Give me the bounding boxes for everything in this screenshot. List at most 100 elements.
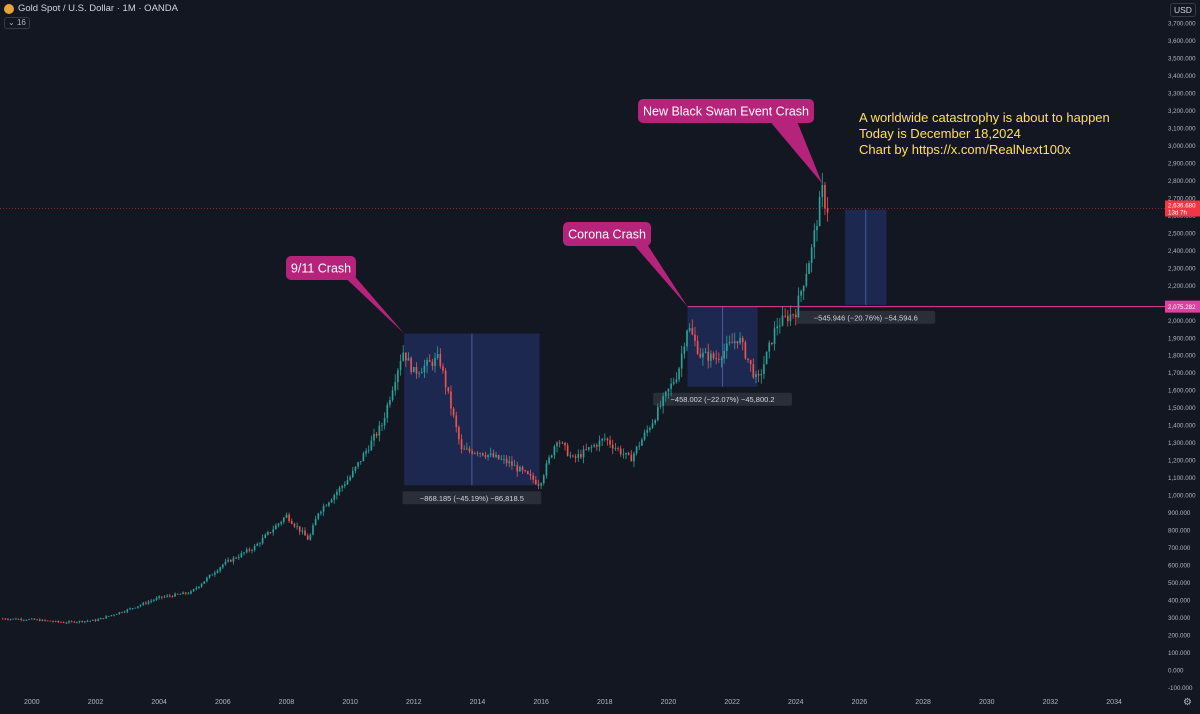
- symbol-header[interactable]: Gold Spot / U.S. Dollar · 1M · OANDA: [4, 3, 178, 14]
- callout-box[interactable]: [638, 99, 814, 123]
- candle-body: [553, 446, 556, 456]
- y-tick-label: 1,000.000: [1168, 493, 1196, 500]
- candle-body: [670, 383, 672, 389]
- y-tick-label: 200.000: [1168, 632, 1191, 639]
- candle-body: [492, 453, 495, 457]
- callout-box[interactable]: [286, 256, 356, 280]
- callout-pointer: [335, 268, 405, 334]
- candle-body: [70, 621, 73, 623]
- candle-body: [251, 550, 253, 551]
- candle-body: [219, 567, 221, 571]
- candle-body: [52, 621, 54, 623]
- candle-body: [718, 359, 720, 360]
- candle-body: [569, 455, 572, 457]
- candle-body: [129, 608, 131, 610]
- candles-group: [1, 172, 829, 625]
- x-tick-label: 2032: [1043, 699, 1059, 706]
- candle-body: [389, 399, 391, 405]
- candle-body: [153, 599, 155, 601]
- candle-body: [659, 406, 662, 407]
- candle-body: [667, 388, 670, 392]
- annotation-line-3: Chart by https://x.com/RealNext100x: [859, 142, 1071, 157]
- y-tick-label: 1,500.000: [1168, 405, 1196, 412]
- candle-body: [415, 367, 418, 374]
- chart-plot-area[interactable]: −868.185 (−45.19%) −86,818.5 −458.002 (−2…: [0, 0, 1165, 692]
- x-tick-label: 2020: [661, 699, 677, 706]
- y-tick-label: 1,200.000: [1168, 458, 1196, 465]
- candle-body: [694, 334, 696, 341]
- candle-body: [431, 361, 434, 366]
- y-tick-label: 3,000.000: [1168, 143, 1196, 150]
- candle-body: [232, 557, 235, 562]
- candle-body: [696, 340, 699, 354]
- candle-body: [94, 619, 97, 621]
- candle-body: [325, 505, 328, 507]
- candle-body: [784, 315, 786, 317]
- callout-box[interactable]: [563, 222, 651, 246]
- current-price-tag[interactable]: [1165, 200, 1200, 217]
- y-tick-label: 3,400.000: [1168, 73, 1196, 80]
- candle-body: [402, 352, 405, 361]
- symbol-title: Gold Spot / U.S. Dollar · 1M · OANDA: [18, 3, 178, 14]
- candle-body: [577, 454, 580, 458]
- candle-body: [394, 382, 397, 391]
- candle-body: [532, 475, 534, 480]
- annotation-line-2: Today is December 18,2024: [859, 126, 1021, 141]
- candle-body: [275, 525, 277, 530]
- hline-price-tag[interactable]: [1165, 300, 1200, 313]
- candle-body: [160, 596, 163, 598]
- price-axis[interactable]: -100.000 0.000 100.000 200.000 300.000 400.00…: [1165, 0, 1200, 709]
- candle-body: [442, 366, 444, 371]
- candle-body: [707, 351, 710, 361]
- candle-body: [500, 459, 503, 460]
- candle-body: [699, 353, 702, 358]
- y-tick-label: 900.000: [1168, 510, 1191, 517]
- y-tick-label: 3,300.000: [1168, 91, 1196, 98]
- time-axis[interactable]: 2000 2002 2004 2006 2008 2010 2012 2014 2016 2018…: [0, 692, 1200, 709]
- collapse-toggle[interactable]: ⌄ 16: [4, 17, 30, 29]
- settings-gear-icon[interactable]: ⚙: [1183, 697, 1192, 708]
- candle-body: [208, 574, 211, 578]
- candle-body: [455, 415, 458, 428]
- x-tick-label: 2008: [279, 699, 295, 706]
- candle-body: [381, 425, 383, 427]
- candle-body: [25, 619, 28, 621]
- candle-body: [683, 346, 686, 354]
- candle-body: [41, 619, 44, 621]
- annotation-line-1: A worldwide catastrophy is about to happ…: [859, 110, 1110, 125]
- candle-body: [322, 505, 325, 512]
- x-tick-label: 2016: [533, 699, 549, 706]
- candle-body: [678, 368, 680, 380]
- candle-body: [521, 467, 524, 471]
- candle-body: [12, 618, 15, 620]
- candle-body: [564, 442, 566, 446]
- candle-body: [176, 593, 179, 595]
- candle-body: [357, 462, 359, 467]
- candle-body: [373, 433, 375, 441]
- candle-body: [614, 448, 617, 449]
- candle-body: [601, 438, 603, 441]
- y-tick-label: 3,100.000: [1168, 126, 1196, 133]
- y-tick-label: 300.000: [1168, 615, 1191, 622]
- candle-body: [808, 263, 810, 274]
- candle-body: [540, 483, 542, 486]
- candle-body: [293, 523, 296, 527]
- x-tick-label: 2002: [88, 699, 104, 706]
- candle-body: [285, 514, 288, 518]
- measure-label-bg: [402, 491, 542, 505]
- candle-body: [391, 390, 394, 400]
- candle-body: [712, 353, 715, 359]
- currency-button[interactable]: USD: [1170, 3, 1196, 17]
- candle-body: [657, 406, 659, 421]
- candle-body: [728, 342, 731, 344]
- y-tick-label: 100.000: [1168, 650, 1191, 657]
- candle-body: [166, 595, 168, 597]
- candle-body: [702, 352, 704, 358]
- candle-body: [46, 620, 49, 622]
- x-tick-label: 2028: [915, 699, 931, 706]
- y-tick-label: 3,200.000: [1168, 108, 1196, 115]
- countdown-label: 13d 7h: [1168, 210, 1187, 217]
- candle-body: [580, 454, 582, 458]
- candlestick-chart[interactable]: −868.185 (−45.19%) −86,818.5 −458.002 (−2…: [0, 0, 1165, 692]
- x-tick-label: 2026: [852, 699, 868, 706]
